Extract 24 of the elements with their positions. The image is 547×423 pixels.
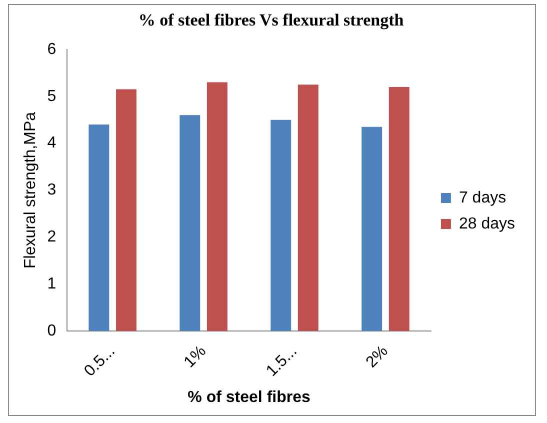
bar: [206, 82, 228, 332]
legend-label: 28 days: [458, 215, 516, 232]
y-tick-label: 2: [47, 228, 56, 246]
bar: [88, 124, 110, 332]
bar: [116, 89, 136, 332]
y-tick-label: 4: [47, 134, 56, 152]
bar: [270, 120, 292, 332]
y-tick-label: 1: [47, 276, 56, 293]
bar: [362, 126, 382, 332]
bar: [180, 115, 200, 332]
y-tick-label: 3: [47, 182, 56, 199]
chart-title: % of steel fibres Vs flexural strength: [138, 10, 404, 30]
x-axis-title: % of steel fibres: [188, 388, 310, 406]
y-tick-label: 6: [47, 40, 56, 58]
x-tick-label: 1%: [181, 342, 210, 372]
y-tick-label: 5: [47, 88, 56, 105]
bar: [388, 86, 410, 332]
y-tick-label: 0: [47, 322, 56, 340]
y-axis-title: Flexural strength,MPa: [22, 112, 40, 268]
x-tick-label: 2%: [363, 342, 392, 372]
x-tick-label: 1.5...: [263, 342, 300, 380]
bar: [298, 84, 318, 332]
x-tick-label: 0.5...: [81, 342, 119, 380]
legend-label: 7 days: [458, 189, 506, 206]
